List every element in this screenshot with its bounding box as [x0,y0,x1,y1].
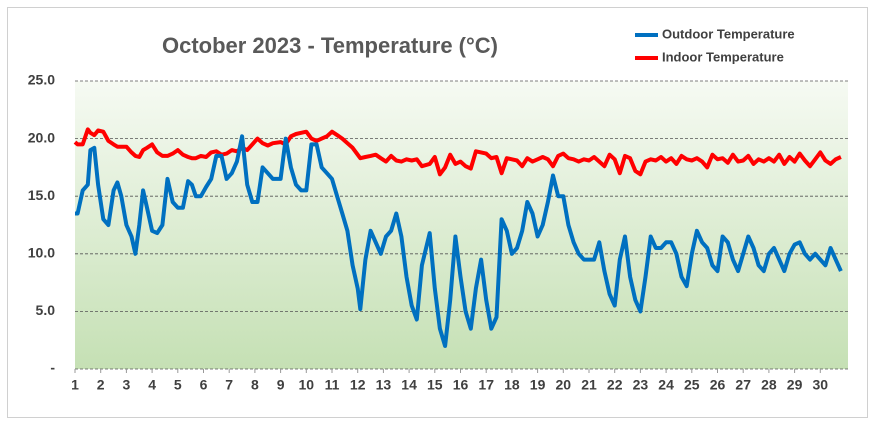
x-tick-label: 1 [71,377,79,393]
legend-label: Indoor Temperature [662,49,784,64]
x-tick-label: 21 [581,377,597,393]
series-line [75,134,843,348]
legend-label: Outdoor Temperature [662,26,795,41]
x-tick-label: 18 [504,377,520,393]
y-tick-label: 10.0 [28,245,55,261]
x-tick-label: 9 [277,377,285,393]
y-tick-label: 5.0 [36,302,56,318]
x-tick-label: 11 [325,377,340,393]
x-tick-label: 27 [735,377,751,393]
x-tick-label: 28 [761,377,777,393]
x-tick-label: 13 [376,377,392,393]
x-tick-label: 22 [607,377,623,393]
x-tick-label: 7 [225,377,233,393]
x-tick-label: 12 [350,377,366,393]
x-tick-label: 30 [813,377,829,393]
x-tick-label: 26 [710,377,726,393]
x-tick-label: 29 [787,377,803,393]
x-tick-label: 6 [200,377,208,393]
series-line [73,127,842,177]
x-tick-label: 8 [251,377,259,393]
x-tick-label: 25 [684,377,700,393]
x-tick-label: 3 [123,377,131,393]
y-tick-label: 25.0 [28,72,55,88]
plot-area [75,81,848,369]
x-tick-label: 19 [530,377,546,393]
x-tick-label: 20 [556,377,572,393]
x-tick-label: 23 [633,377,649,393]
y-tick-label: 15.0 [28,187,55,203]
x-tick-label: 4 [148,377,156,393]
x-tick-label: 5 [174,377,182,393]
x-tick-label: 24 [658,377,674,393]
chart-title: October 2023 - Temperature (°C) [162,33,498,58]
x-tick-label: 16 [453,377,469,393]
y-tick-label: 20.0 [28,129,55,145]
x-tick-label: 2 [97,377,105,393]
x-tick-label: 15 [427,377,443,393]
x-tick-label: 10 [299,377,315,393]
x-tick-label: 17 [478,377,494,393]
x-tick-label: 14 [401,377,417,393]
y-tick-label: - [50,360,55,376]
